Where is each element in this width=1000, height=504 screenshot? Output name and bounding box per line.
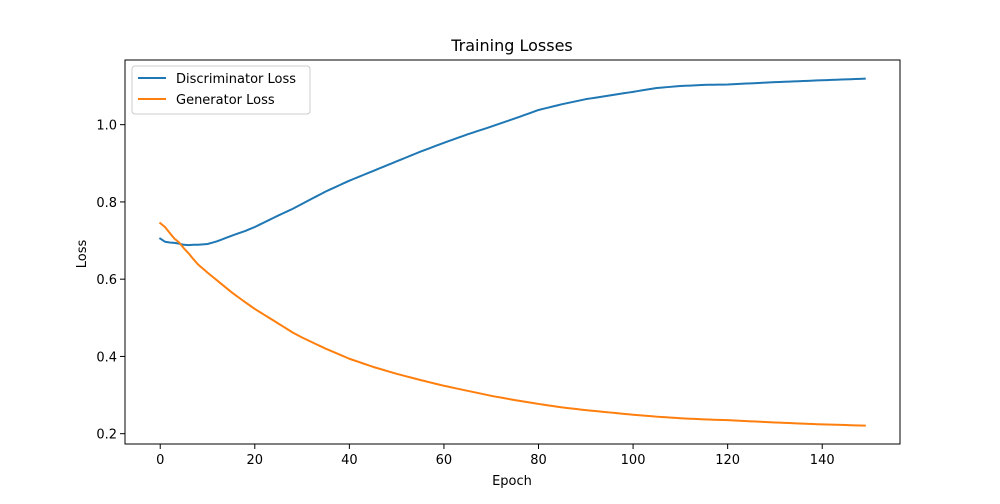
x-tick-label: 80	[530, 453, 547, 468]
x-axis-ticks: 0 20 40 60 80 100 120 140	[156, 444, 835, 468]
x-tick-label: 20	[247, 453, 264, 468]
legend-box	[131, 65, 311, 115]
x-tick-label: 60	[436, 453, 453, 468]
y-tick-label: 0.4	[96, 350, 117, 365]
y-axis-ticks: 0.2 0.4 0.6 0.8 1.0	[96, 119, 125, 443]
x-tick-label: 40	[341, 453, 358, 468]
x-tick-label: 140	[810, 453, 835, 468]
y-axis-label: Loss	[75, 240, 90, 269]
chart-title: Training Losses	[450, 36, 573, 55]
plot-frame	[124, 59, 901, 445]
x-tick-label: 120	[715, 453, 740, 468]
x-axis-label: Epoch	[492, 474, 532, 489]
legend: Discriminator Loss Generator Loss	[131, 65, 311, 115]
y-tick-label: 1.0	[96, 119, 117, 134]
y-tick-label: 0.2	[96, 428, 117, 443]
x-tick-label: 0	[156, 453, 164, 468]
y-tick-label: 0.8	[96, 196, 117, 211]
series-line-generator	[158, 221, 866, 427]
y-tick-label: 0.6	[96, 273, 117, 288]
legend-label-discriminator: Discriminator Loss	[176, 72, 296, 87]
plot-lines	[158, 77, 866, 427]
x-tick-label: 100	[621, 453, 646, 468]
legend-label-generator: Generator Loss	[176, 93, 275, 108]
series-line-discriminator	[158, 77, 866, 247]
